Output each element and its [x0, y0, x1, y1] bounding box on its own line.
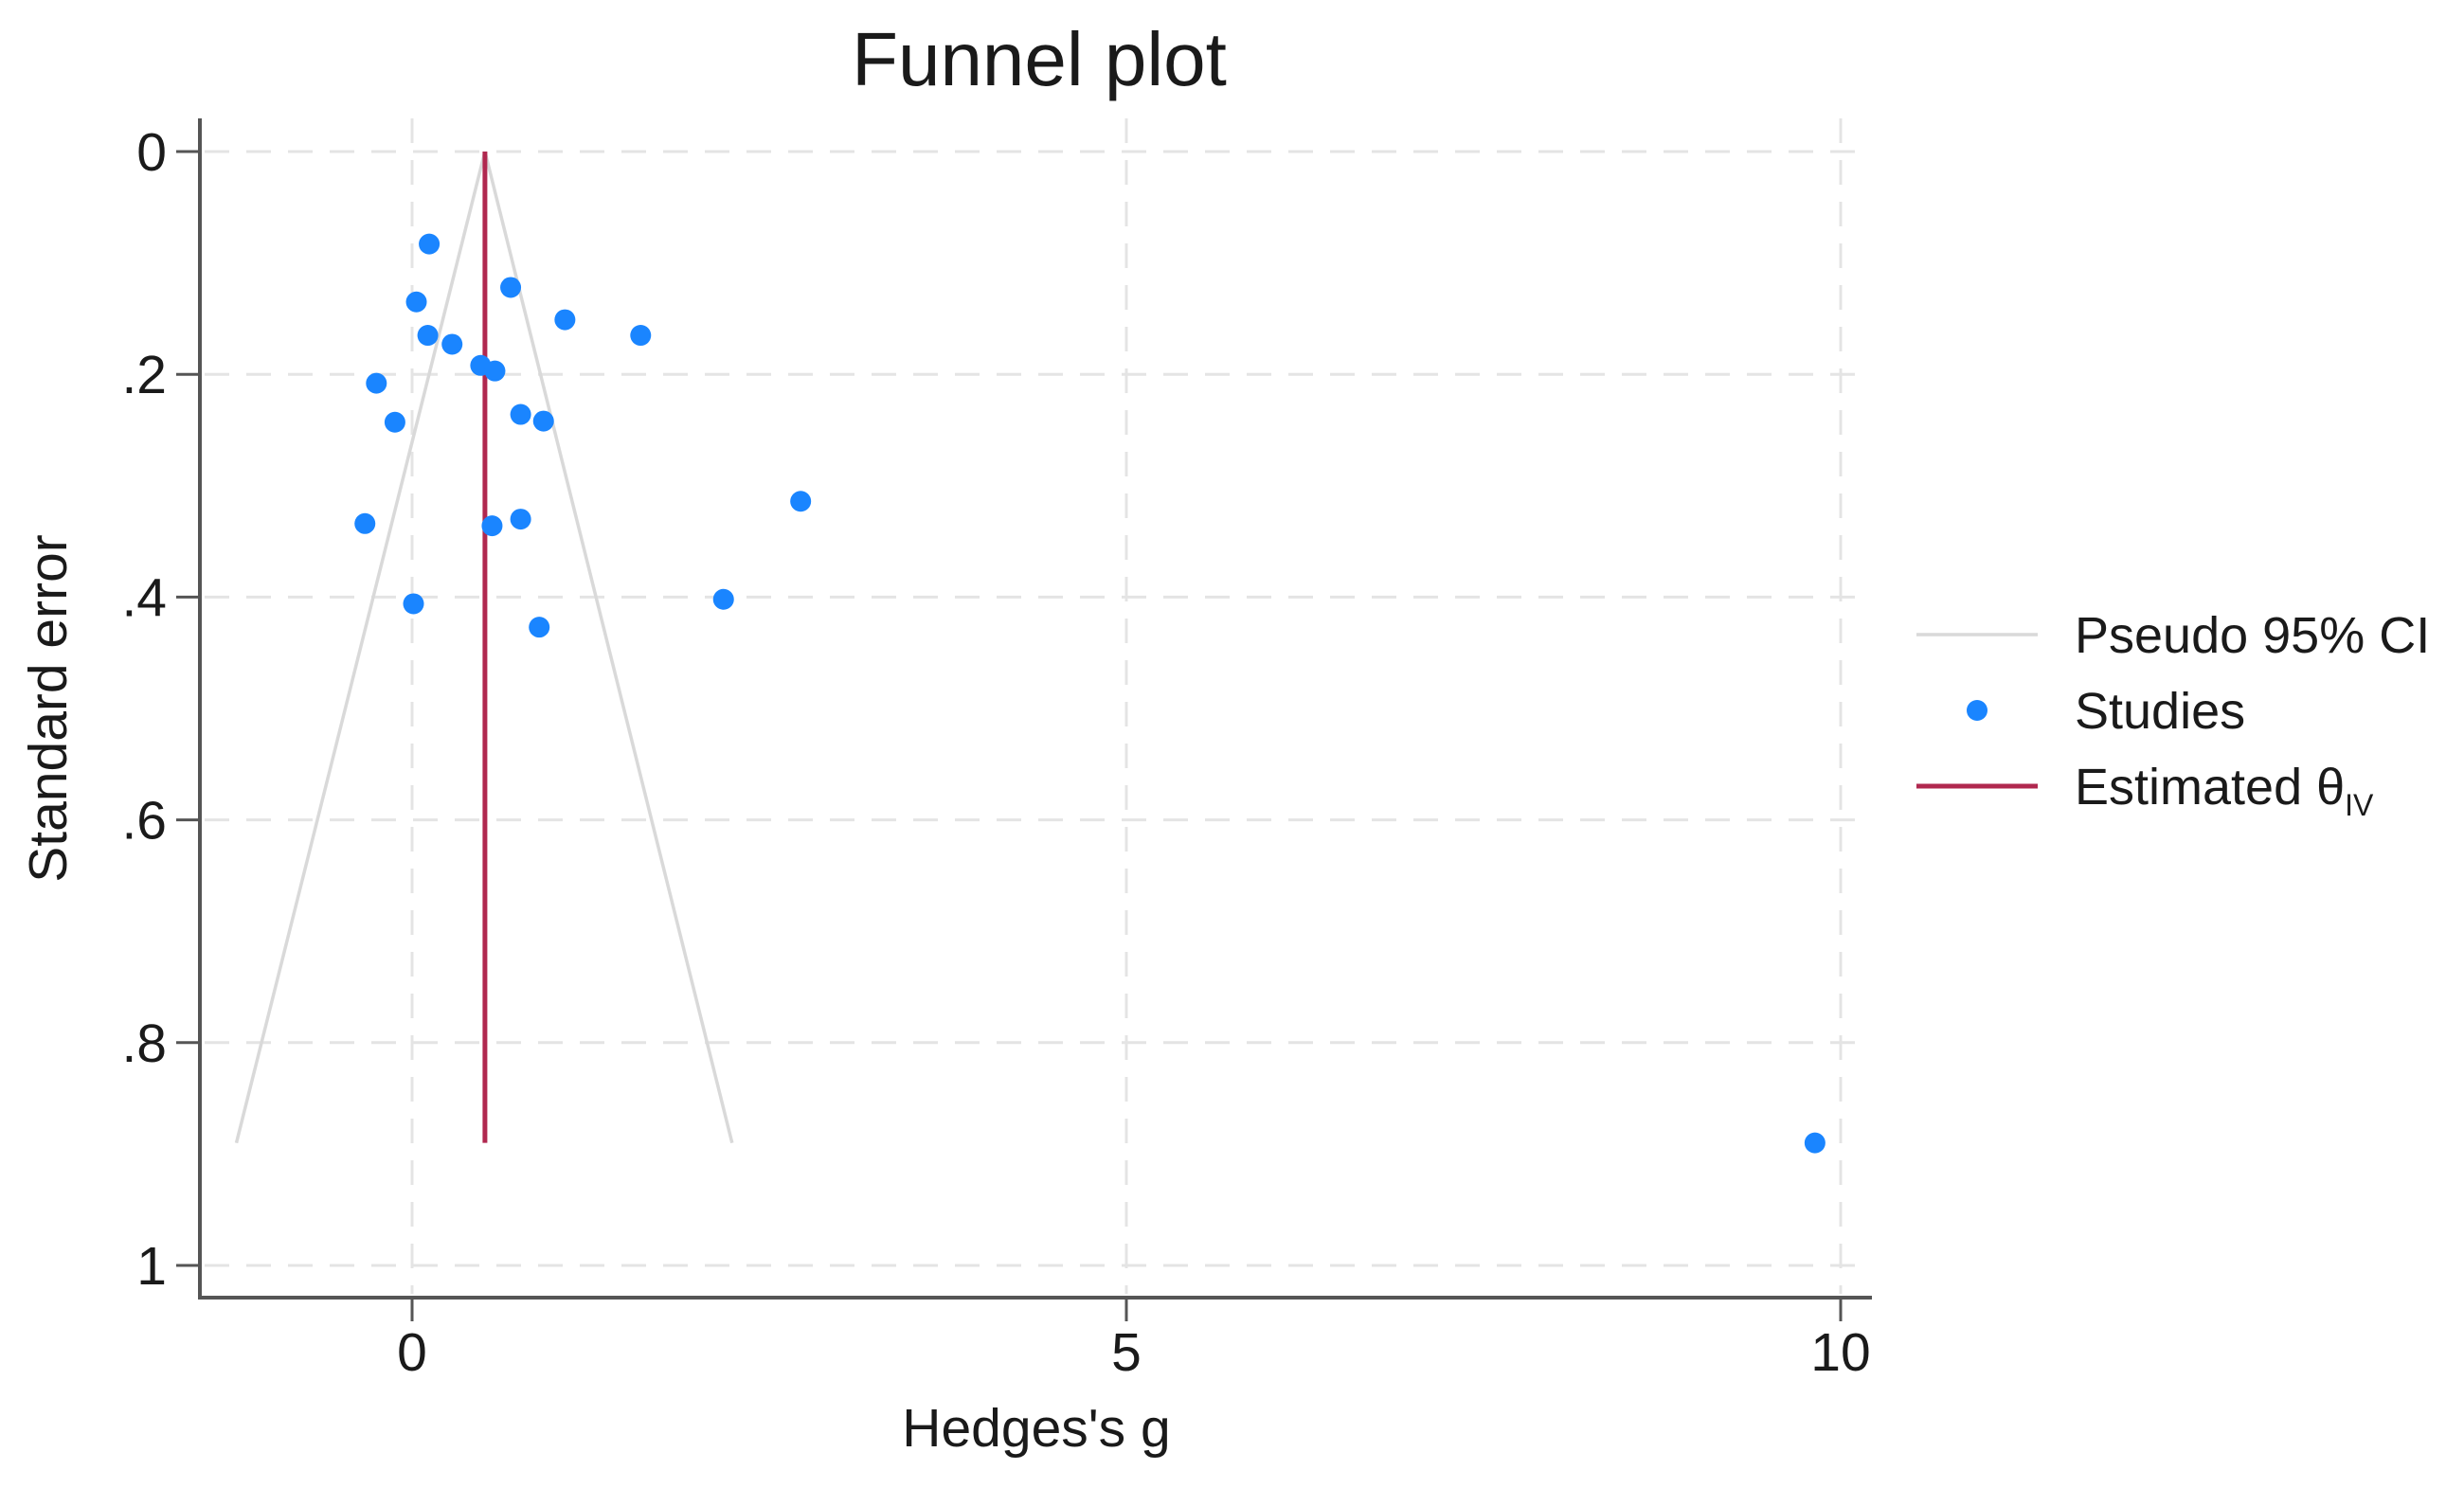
- study-point: [354, 512, 376, 534]
- x-tick-label: 5: [1111, 1322, 1142, 1383]
- study-point: [510, 403, 531, 425]
- study-point: [481, 515, 503, 537]
- study-point: [510, 509, 531, 530]
- study-point: [630, 325, 652, 347]
- study-point: [419, 233, 441, 255]
- study-point: [441, 333, 463, 355]
- study-point: [790, 491, 812, 512]
- chart-title: Funnel plot: [852, 17, 1227, 101]
- pseudo-ci-funnel: [234, 151, 734, 1144]
- study-point: [417, 325, 439, 347]
- study-points: [354, 233, 1826, 1154]
- vertical-gridlines: [410, 118, 1843, 1294]
- y-axis-title: Standard error: [18, 534, 79, 883]
- x-tick-label: 0: [397, 1322, 427, 1383]
- legend-label: Pseudo 95% CI: [2075, 607, 2430, 664]
- study-point: [1804, 1132, 1826, 1154]
- study-point: [403, 593, 424, 615]
- y-axis-ticks: 0 .2 .4 .6 .8 1: [121, 122, 200, 1297]
- y-tick-label: 0: [136, 122, 167, 183]
- x-axis-ticks: 0 5 10: [397, 1298, 1871, 1383]
- x-axis-title: Hedges's g: [902, 1398, 1170, 1459]
- y-tick-label: 1: [136, 1236, 167, 1297]
- y-tick-label: .8: [121, 1013, 167, 1074]
- study-point: [529, 617, 550, 638]
- x-tick-label: 10: [1810, 1322, 1870, 1383]
- study-point: [554, 309, 576, 331]
- study-point: [405, 291, 427, 313]
- legend-label: Studies: [2075, 683, 2245, 740]
- study-point: [484, 360, 506, 382]
- horizontal-gridlines: [205, 150, 1868, 1267]
- study-point: [532, 410, 554, 432]
- study-point: [384, 411, 405, 433]
- study-point: [712, 588, 734, 610]
- y-tick-label: .6: [121, 791, 167, 852]
- funnel-line: [234, 151, 487, 1144]
- y-tick-label: .4: [121, 567, 167, 628]
- study-point: [500, 277, 522, 298]
- y-tick-label: .2: [121, 345, 167, 405]
- legend: Pseudo 95% CI Studies Estimated θIV: [1916, 607, 2430, 822]
- legend-dot-icon: [1967, 700, 1987, 721]
- funnel-line: [483, 151, 734, 1144]
- legend-label: Estimated θIV: [2075, 759, 2374, 822]
- study-point: [366, 372, 387, 394]
